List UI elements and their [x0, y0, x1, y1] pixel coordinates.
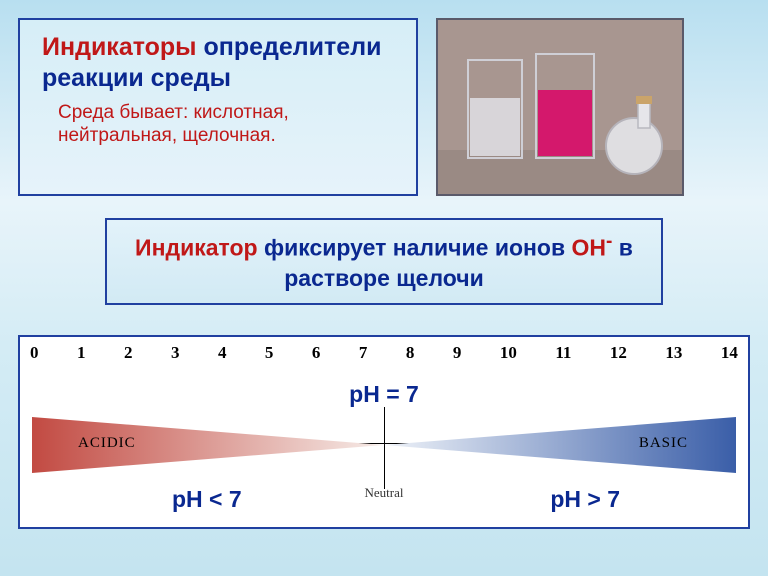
ph-less-7: рН < 7: [172, 486, 242, 513]
ph-tick: 0: [30, 343, 39, 363]
title-subline: Среда бывает: кислотная, нейтральная, ще…: [42, 101, 400, 149]
ph-tick: 13: [665, 343, 682, 363]
ph-tick: 3: [171, 343, 180, 363]
title-box: Индикаторы определители реакции среды Ср…: [18, 18, 418, 196]
beakers-photo: [436, 18, 684, 196]
ph-tick: 10: [500, 343, 517, 363]
ph-tick: 5: [265, 343, 274, 363]
title-heading: Индикаторы определители реакции среды: [42, 32, 400, 95]
ph-tick: 4: [218, 343, 227, 363]
ph-tick: 1: [77, 343, 86, 363]
ph-tick: 2: [124, 343, 133, 363]
neutral-label: Neutral: [20, 485, 748, 501]
ph-tick: 9: [453, 343, 462, 363]
ph-tick: 6: [312, 343, 321, 363]
basic-label: BASIC: [639, 435, 688, 452]
ph-scale-inner: 01234567891011121314 рН = 7: [20, 337, 748, 527]
ph-scale-box: 01234567891011121314 рН = 7: [18, 335, 750, 529]
ph-tick: 11: [555, 343, 571, 363]
statement-red1: Индикатор: [135, 235, 258, 261]
ph-tick: 8: [406, 343, 415, 363]
ph-tick: 14: [721, 343, 738, 363]
title-word-red: Индикаторы: [42, 33, 197, 61]
ph-tick: 12: [610, 343, 627, 363]
triangle-row: [32, 415, 736, 475]
ph-greater-7: рН > 7: [550, 486, 620, 513]
acidic-label: ACIDIC: [78, 435, 136, 452]
statement-box: Индикатор фиксирует наличие ионов ОН- в …: [105, 218, 663, 305]
statement-oh: ОН: [572, 235, 607, 261]
beakers-svg: [438, 20, 684, 196]
ph-tick: 7: [359, 343, 368, 363]
statement-blue1: фиксирует наличие ионов: [258, 235, 572, 261]
ph-equals-7: рН = 7: [20, 381, 748, 408]
ph-ruler: 01234567891011121314: [30, 343, 738, 363]
